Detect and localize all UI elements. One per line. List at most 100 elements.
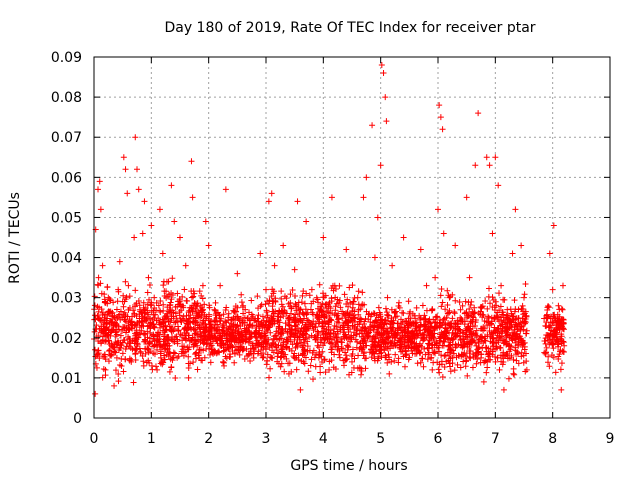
data-point xyxy=(92,390,99,397)
data-point xyxy=(269,347,276,354)
data-point xyxy=(263,346,270,353)
data-point xyxy=(474,349,481,356)
data-point xyxy=(287,291,294,298)
data-point xyxy=(125,282,132,289)
data-point xyxy=(151,324,158,331)
data-point xyxy=(355,352,362,359)
data-point xyxy=(500,296,507,303)
data-point xyxy=(482,297,489,304)
data-point xyxy=(320,327,327,334)
data-point xyxy=(334,312,341,319)
data-point xyxy=(147,348,154,355)
data-point xyxy=(132,332,139,339)
data-point xyxy=(405,336,412,343)
data-point xyxy=(488,321,495,328)
data-point xyxy=(101,291,108,298)
data-point xyxy=(272,332,279,339)
data-point xyxy=(273,343,280,350)
data-point xyxy=(234,270,241,277)
data-point xyxy=(242,331,249,338)
data-point xyxy=(283,344,290,351)
data-point xyxy=(91,328,98,335)
data-point xyxy=(278,301,285,308)
data-point xyxy=(399,332,406,339)
data-point xyxy=(188,337,195,344)
data-point xyxy=(220,340,227,347)
data-point xyxy=(245,315,252,322)
data-point xyxy=(144,289,151,296)
data-point xyxy=(171,218,178,225)
data-point xyxy=(129,313,136,320)
data-point xyxy=(512,321,519,328)
data-point xyxy=(265,374,272,381)
data-point xyxy=(300,347,307,354)
data-point xyxy=(392,313,399,320)
data-point xyxy=(202,218,209,225)
data-point xyxy=(408,344,415,351)
data-point xyxy=(436,361,443,368)
y-tick-label: 0.02 xyxy=(51,331,82,347)
data-point xyxy=(182,262,189,269)
data-point xyxy=(445,336,452,343)
data-point xyxy=(322,301,329,308)
data-point xyxy=(254,318,261,325)
data-point xyxy=(550,222,557,229)
data-point xyxy=(481,359,488,366)
data-point xyxy=(465,299,472,306)
data-point xyxy=(392,329,399,336)
data-point xyxy=(464,372,471,379)
data-point xyxy=(558,360,565,367)
data-point xyxy=(492,346,499,353)
data-point xyxy=(428,341,435,348)
data-point xyxy=(107,297,114,304)
data-point xyxy=(246,338,253,345)
data-point xyxy=(187,360,194,367)
data-point xyxy=(155,338,162,345)
data-point xyxy=(492,154,499,161)
data-point xyxy=(323,326,330,333)
data-point xyxy=(351,315,358,322)
data-point xyxy=(178,318,185,325)
data-point xyxy=(268,293,275,300)
data-point xyxy=(145,274,152,281)
data-point xyxy=(257,250,264,257)
data-point xyxy=(185,374,192,381)
data-point xyxy=(223,304,230,311)
data-point xyxy=(336,354,343,361)
data-point xyxy=(469,351,476,358)
data-point xyxy=(347,299,354,306)
data-point xyxy=(220,359,227,366)
data-point xyxy=(114,298,121,305)
data-point xyxy=(155,302,162,309)
data-point xyxy=(515,360,522,367)
data-point xyxy=(555,339,562,346)
data-point xyxy=(505,375,512,382)
data-point xyxy=(280,242,287,249)
data-point xyxy=(117,308,124,315)
data-point xyxy=(305,317,312,324)
data-point xyxy=(376,309,383,316)
data-point xyxy=(116,311,123,318)
data-point xyxy=(436,348,443,355)
data-point xyxy=(285,321,292,328)
data-point xyxy=(545,359,551,366)
data-point xyxy=(312,323,319,330)
data-point xyxy=(318,307,325,314)
data-point xyxy=(514,326,521,333)
data-point xyxy=(504,340,511,347)
data-point xyxy=(341,326,348,333)
data-point xyxy=(369,122,376,129)
data-point xyxy=(151,294,158,301)
data-point xyxy=(351,294,358,301)
data-point xyxy=(328,194,335,201)
data-point xyxy=(438,358,445,365)
data-point xyxy=(426,337,433,344)
data-point xyxy=(486,285,493,292)
data-point xyxy=(223,355,230,362)
data-point xyxy=(264,351,271,358)
data-point xyxy=(96,178,103,185)
data-point xyxy=(548,339,555,346)
data-point xyxy=(192,306,199,313)
data-point xyxy=(374,214,381,221)
data-point xyxy=(286,345,293,352)
